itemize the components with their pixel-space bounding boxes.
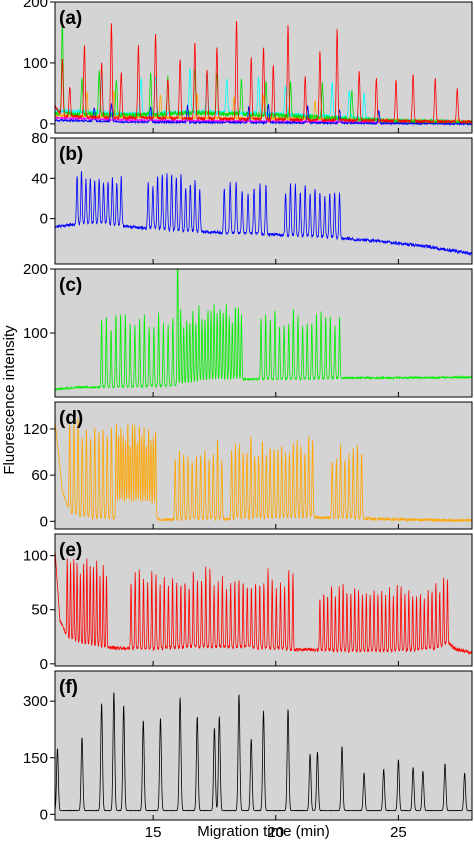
x-tick-label: 15 bbox=[145, 824, 162, 841]
y-tick-label: 100 bbox=[23, 548, 48, 565]
panel-background bbox=[55, 138, 472, 264]
series-line bbox=[55, 171, 472, 257]
x-axis-label: Migration time (min) bbox=[197, 823, 330, 840]
panel-label: (e) bbox=[59, 540, 82, 561]
panel-frame bbox=[54, 670, 473, 821]
panel-frame bbox=[54, 533, 473, 667]
series-line bbox=[55, 418, 472, 523]
panel-background bbox=[55, 671, 472, 820]
panel-plot-area bbox=[55, 692, 472, 812]
y-tick-label: 100 bbox=[23, 55, 48, 72]
panel-plot-area bbox=[55, 20, 472, 127]
y-tick-label: 0 bbox=[40, 211, 48, 228]
panel-background bbox=[55, 2, 472, 133]
y-tick-label: 0 bbox=[40, 806, 48, 823]
y-axis-label: Fluorescence intensity bbox=[1, 325, 18, 475]
y-tick-label: 150 bbox=[23, 750, 48, 767]
panel-plot-area bbox=[55, 418, 472, 523]
x-tick-label: 25 bbox=[390, 824, 407, 841]
series-line bbox=[55, 551, 472, 656]
y-tick-label: 50 bbox=[31, 602, 48, 619]
y-tick-label: 0 bbox=[40, 116, 48, 133]
panel-label: (f) bbox=[59, 677, 78, 698]
y-tick-label: 60 bbox=[31, 467, 48, 484]
y-tick-label: 200 bbox=[23, 261, 48, 278]
panel-label: (c) bbox=[59, 275, 82, 296]
panel-plot-area bbox=[55, 551, 472, 656]
panel-frame bbox=[54, 137, 473, 265]
panel-plot-area bbox=[55, 269, 472, 392]
y-tick-label: 40 bbox=[31, 170, 48, 187]
y-tick-label: 80 bbox=[31, 130, 48, 147]
panel-label: (d) bbox=[59, 408, 83, 429]
y-tick-label: 300 bbox=[23, 693, 48, 710]
y-tick-label: 0 bbox=[40, 656, 48, 673]
series-line bbox=[55, 102, 472, 127]
y-tick-label: 100 bbox=[23, 325, 48, 342]
y-tick-label: 200 bbox=[23, 0, 48, 11]
series-line bbox=[55, 20, 472, 125]
panel-frame bbox=[54, 401, 473, 530]
series-line bbox=[55, 692, 472, 812]
y-tick-label: 0 bbox=[40, 513, 48, 530]
panel-frame bbox=[54, 1, 473, 134]
panel-label: (b) bbox=[59, 144, 83, 165]
series-line bbox=[55, 269, 472, 392]
panel-label: (a) bbox=[59, 8, 82, 29]
y-tick-label: 120 bbox=[23, 421, 48, 438]
panel-plot-area bbox=[55, 171, 472, 257]
x-tick-label: 20 bbox=[267, 824, 284, 841]
